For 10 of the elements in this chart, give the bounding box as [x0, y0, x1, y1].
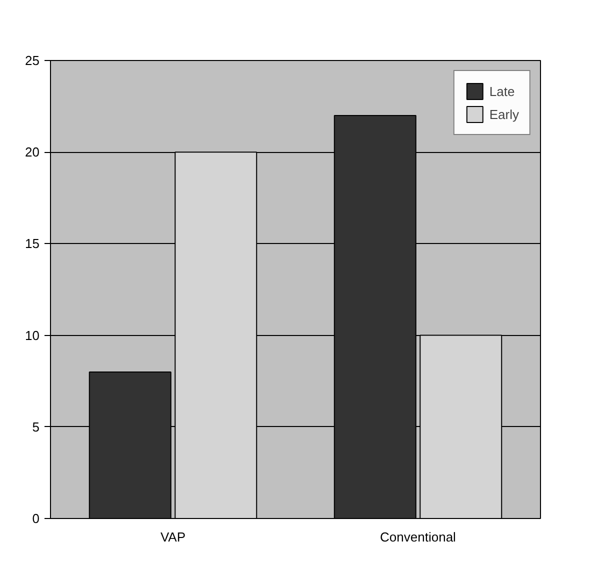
y-tick-label: 20: [25, 144, 40, 160]
y-tick-label: 10: [25, 328, 40, 343]
y-tick-label: 15: [25, 236, 40, 252]
legend-label: Early: [489, 106, 519, 122]
y-tick-label: 5: [32, 419, 40, 434]
x-tick-label: Conventional: [380, 530, 456, 544]
legend-label: Late: [489, 84, 515, 98]
x-tick-label: VAP: [160, 530, 186, 544]
y-tick-label: 0: [32, 511, 40, 526]
y-tick-label: 25: [25, 53, 40, 68]
